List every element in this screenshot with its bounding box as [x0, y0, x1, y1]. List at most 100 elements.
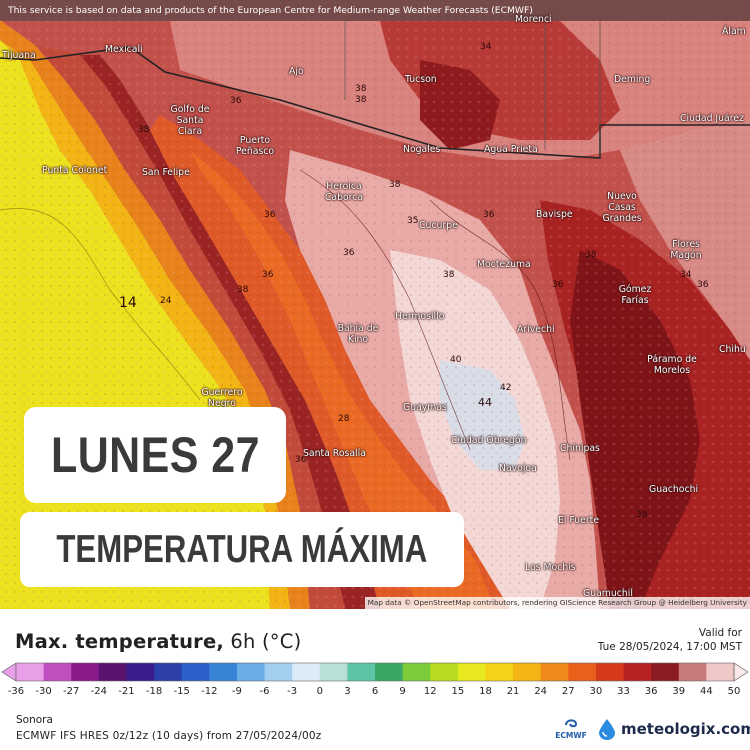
color-scale-ticks: -36 -30 -27 -24 -21 -18 -15 -12 -9 -6 -3 0 3 6 9 12 15 18…: [0, 686, 750, 700]
weather-map[interactable]: This service is based on data and produc…: [0, 0, 750, 609]
city-chinipas[interactable]: Chínipas: [560, 443, 600, 454]
scale-arrow-left: [1, 662, 17, 682]
scale-tick-label: -36: [7, 686, 25, 697]
city-paramo-de-morelos[interactable]: Páramo de Morelos: [647, 354, 697, 376]
osm-attribution: Map data © OpenStreetMap contributors, r…: [364, 597, 750, 609]
city-ciudad-obregon[interactable]: Ciudad Obregón: [451, 435, 527, 446]
city-el-fuerte[interactable]: El Fuerte: [558, 515, 600, 526]
city-gomez-farias[interactable]: Gómez Farías: [616, 284, 654, 306]
ecmwf-logo: ECMWF: [553, 716, 589, 746]
scale-segment: [513, 663, 542, 681]
scale-tick-label: 21: [506, 686, 520, 697]
city-flores-magon[interactable]: Flores Magón: [668, 239, 704, 261]
city-agua-prieta[interactable]: Agua Prieta: [484, 144, 538, 155]
city-guaymas[interactable]: Guaymas: [403, 402, 447, 413]
city-cucurpe[interactable]: Cucurpe: [419, 220, 458, 231]
city-bahia-de-kino[interactable]: Bahía de Kino: [335, 323, 381, 345]
contour-label: 36: [295, 455, 307, 465]
city-morenci[interactable]: Morenci: [515, 14, 552, 25]
city-flores-magon-label: Flores Magón: [670, 239, 702, 261]
contour-label: 34: [480, 42, 492, 52]
valid-label: Valid for: [698, 627, 742, 639]
scale-tick-label: -6: [259, 686, 270, 697]
contour-label: 36: [343, 248, 355, 258]
temperature-field: [0, 0, 750, 609]
scale-segment: [678, 663, 707, 681]
scale-arrow-right: [733, 662, 749, 682]
contour-label: 40: [450, 355, 462, 365]
contour-label: 42: [500, 383, 512, 393]
city-ajo[interactable]: Ajo: [289, 66, 304, 77]
scale-border: [15, 662, 735, 682]
city-moctezuma[interactable]: Moctezuma: [477, 259, 531, 270]
scale-tick-label: -30: [35, 686, 52, 697]
city-guerrero-negro[interactable]: Guerrero Negro: [197, 387, 247, 409]
city-ciudad-juarez[interactable]: Ciudad Juárez: [680, 113, 744, 124]
scale-segment: [623, 663, 652, 681]
scale-tick-label: 3: [344, 686, 351, 697]
contour-label: 38: [389, 180, 401, 190]
scale-segment: [71, 663, 100, 681]
valid-date: Tue 28/05/2024, 17:00 MST: [597, 641, 742, 653]
scale-segment: [292, 663, 321, 681]
city-guamuchil[interactable]: Guamuchil: [583, 588, 633, 599]
contour-label: 38: [585, 250, 597, 260]
legend-title-rest: 6h (°C): [224, 630, 302, 653]
scale-tick-label: 15: [451, 686, 465, 697]
ecmwf-label: ECMWF: [555, 731, 587, 740]
scale-tick-label: 18: [479, 686, 492, 697]
city-san-felipe[interactable]: San Felipe: [142, 167, 190, 178]
subtitle-card: TEMPERATURA MÁXIMA: [20, 512, 464, 587]
scale-tick-label: 36: [644, 686, 658, 697]
contour-label: 44: [478, 396, 492, 409]
city-tucson[interactable]: Tucson: [405, 74, 437, 85]
city-puerto-penasco[interactable]: Puerto Peñasco: [233, 135, 277, 157]
scale-tick-label: 39: [672, 686, 686, 697]
contour-label: 38: [355, 84, 367, 94]
scale-tick-label: 6: [371, 686, 379, 697]
city-navojoa[interactable]: Navojoa: [499, 463, 537, 474]
scale-tick-label: 27: [561, 686, 575, 697]
scale-segment: [568, 663, 597, 681]
scale-segment: [154, 663, 183, 681]
scale-tick-label: -15: [173, 686, 190, 697]
scale-segment: [43, 663, 72, 681]
scale-tick-label: 9: [399, 686, 406, 697]
city-golfo-santa-clara[interactable]: Golfo de Santa Clara: [164, 104, 216, 137]
ecmwf-swirl-icon: [565, 719, 578, 728]
city-golfo-santa-clara-label: Golfo de Santa Clara: [170, 104, 210, 137]
city-arivechi[interactable]: Arivechi: [517, 324, 555, 335]
city-mexicali[interactable]: Mexicali: [105, 44, 143, 55]
scale-tick-label: 24: [534, 686, 548, 697]
scale-segment: [402, 663, 431, 681]
city-tijuana[interactable]: Tijuana: [2, 50, 36, 61]
region-name: Sonora: [16, 714, 53, 726]
city-heroica-caborca[interactable]: Heroica Caborca: [320, 181, 368, 203]
city-chihuahua[interactable]: Chihu: [719, 344, 746, 355]
city-guachochi[interactable]: Guachochi: [649, 484, 699, 495]
legend-title-bold: Max. temperature,: [15, 630, 225, 653]
ecmwf-attribution: This service is based on data and produc…: [0, 0, 750, 21]
city-hermosillo[interactable]: Hermosillo: [395, 311, 445, 322]
city-alamo[interactable]: Álam: [722, 26, 746, 37]
city-nuevo-casas-grandes[interactable]: Nuevo Casas Grandes: [600, 191, 644, 224]
city-bavispe[interactable]: Bavispe: [536, 209, 573, 220]
meteologix-brand[interactable]: meteologix.com: [596, 718, 750, 740]
contour-label: 38: [237, 285, 249, 295]
scale-segment: [98, 663, 127, 681]
scale-segment: [126, 663, 155, 681]
scale-segment: [457, 663, 486, 681]
city-santa-rosalia[interactable]: Santa Rosalía: [303, 448, 366, 459]
city-deming[interactable]: Deming: [614, 74, 651, 85]
city-nogales[interactable]: Nogales: [403, 144, 441, 155]
scale-segment: [485, 663, 514, 681]
city-punta-colonet[interactable]: Punta Colonet: [42, 165, 108, 176]
subtitle-title: TEMPERATURA MÁXIMA: [56, 527, 428, 571]
scale-tick-label: -21: [118, 686, 135, 697]
city-los-mochis[interactable]: Los Mochis: [525, 562, 576, 573]
contour-label: 36: [262, 270, 274, 280]
contour-label: 36: [697, 280, 709, 290]
contour-label: 36: [552, 280, 564, 290]
city-paramo-de-morelos-label: Páramo de Morelos: [647, 354, 697, 376]
color-scale-bar: [1, 662, 749, 682]
